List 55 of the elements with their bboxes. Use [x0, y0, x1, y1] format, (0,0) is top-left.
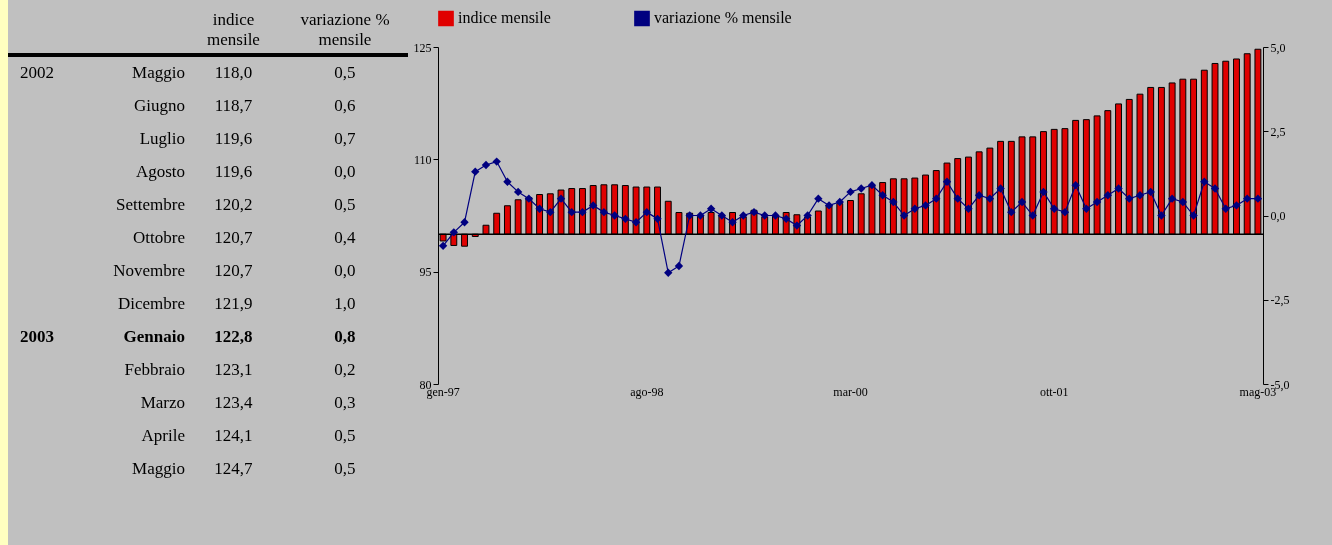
data-label: 0,8: [333, 326, 357, 349]
y-tick-label: 125: [413, 40, 432, 55]
x-tick-label: ago-98: [630, 384, 664, 399]
text: indice mensile: [185, 8, 282, 55]
data-label: 119,6: [213, 161, 254, 184]
data-label: 0,5: [333, 194, 357, 217]
data-label: 118,0: [213, 62, 254, 85]
category-label: Dicembre: [116, 293, 185, 316]
data-label: 0,5: [333, 425, 357, 448]
data-label: 119,6: [213, 128, 254, 151]
y-tick-label: 95: [419, 265, 432, 280]
category-label: Febbraio: [123, 359, 185, 382]
data-label: 124,1: [213, 425, 254, 448]
text: 2003: [20, 327, 54, 347]
category-label: Luglio: [138, 128, 185, 151]
data-label: 121,9: [213, 293, 254, 316]
category-label: Settembre: [115, 194, 185, 217]
category-label: Ottobre: [132, 227, 185, 250]
data-label: 120,2: [213, 194, 254, 217]
category-label: Giugno: [133, 95, 185, 118]
y2-tick-label: -2,5: [1270, 293, 1290, 308]
category-label: Marzo: [139, 392, 185, 415]
x-tick-label: mar-00: [833, 384, 868, 399]
data-label: 0,5: [333, 62, 357, 85]
data-label: 1,0: [333, 293, 357, 316]
text: 2002: [20, 63, 54, 83]
y-tick-label: 110: [413, 152, 432, 167]
data-label: 0,2: [333, 359, 357, 382]
data-label: 0,3: [333, 392, 357, 415]
data-label: 0,0: [333, 260, 357, 283]
data-label: 0,5: [333, 458, 357, 481]
data-label: 0,4: [333, 227, 357, 250]
category-label: Agosto: [134, 161, 185, 184]
y2-tick-label: 2,5: [1270, 124, 1286, 139]
category-label: Aprile: [140, 425, 185, 448]
category-label: Novembre: [112, 260, 185, 283]
data-label: 118,7: [213, 95, 254, 118]
data-label: 0,6: [333, 95, 357, 118]
category-label: Maggio: [131, 458, 185, 481]
text: variazione % mensile: [281, 8, 408, 55]
y2-tick-label: 5,0: [1270, 40, 1286, 55]
legend-label: variazione % mensile: [654, 9, 792, 27]
data-label: 120,7: [213, 227, 254, 250]
y2-tick-label: 0,0: [1270, 209, 1286, 223]
category-label: Maggio: [131, 62, 185, 85]
legend-label: indice mensile: [458, 9, 551, 27]
data-label: 0,0: [333, 161, 357, 184]
data-label: 120,7: [213, 260, 254, 283]
x-tick-label: ott-01: [1039, 384, 1069, 399]
data-label: 0,7: [333, 128, 357, 151]
data-label: 123,4: [213, 392, 254, 415]
data-label: 123,1: [213, 359, 254, 382]
data-label: 122,8: [213, 326, 254, 349]
data-label: 124,7: [213, 458, 254, 481]
category-label: Gennaio: [122, 326, 185, 349]
